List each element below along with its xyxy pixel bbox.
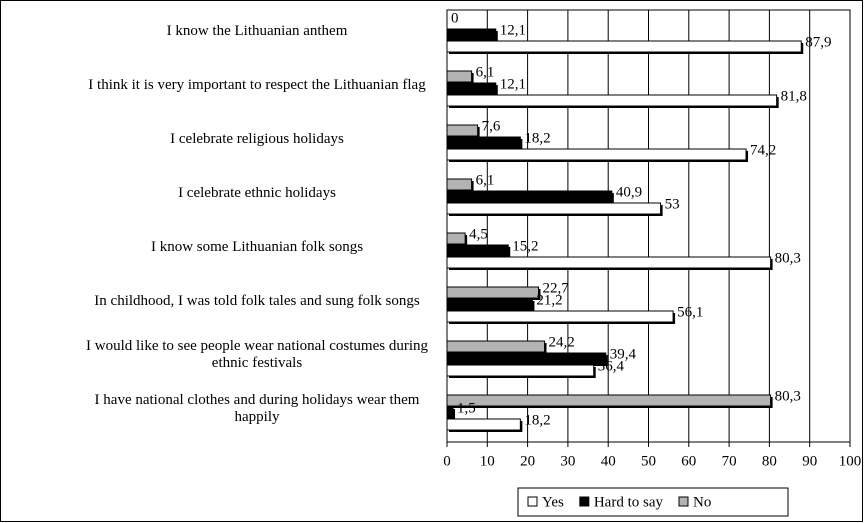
bar (446, 340, 546, 353)
bar (446, 232, 466, 245)
category-label: I think it is very important to respect … (88, 76, 426, 93)
x-tick-label: 40 (601, 453, 616, 469)
value-label: 18,2 (524, 130, 550, 146)
bar (446, 70, 473, 83)
bar (446, 244, 509, 257)
value-label: 18,2 (524, 412, 550, 428)
bar (446, 418, 521, 431)
value-label: 6,1 (476, 64, 495, 80)
bar (446, 124, 479, 137)
x-tick-label: 100 (839, 453, 862, 469)
x-tick-label: 10 (480, 453, 495, 469)
x-tick-label: 80 (762, 453, 777, 469)
value-label: 15,2 (512, 238, 538, 254)
bar (446, 82, 497, 95)
category-label: I know the Lithuanian anthem (166, 22, 348, 39)
bar (446, 406, 454, 419)
legend-swatch (678, 496, 689, 507)
x-tick-label: 90 (802, 453, 817, 469)
value-label: 4,5 (469, 226, 488, 242)
legend-label: Hard to say (594, 494, 664, 510)
value-label: 6,1 (476, 172, 495, 188)
value-label: 12,1 (500, 76, 526, 92)
value-label: 81,8 (781, 88, 807, 104)
value-label: 80,3 (775, 388, 801, 404)
bar (446, 364, 595, 377)
bar (446, 178, 473, 191)
category-label: I have national clothes and during holid… (94, 392, 420, 425)
value-label: 87,9 (805, 34, 831, 50)
bar (446, 40, 802, 53)
value-label: 80,3 (775, 250, 801, 266)
legend-label: Yes (542, 494, 564, 510)
bar (446, 202, 662, 215)
value-label: 39,4 (610, 346, 637, 362)
value-label: 21,2 (536, 292, 562, 308)
value-label: 53 (665, 196, 680, 212)
value-label: 7,6 (482, 118, 501, 134)
bar (446, 286, 539, 299)
bar (446, 94, 778, 107)
bar (446, 190, 613, 203)
value-label: 22,7 (542, 280, 569, 296)
bar (446, 148, 747, 161)
category-label: I know some Lithuanian folk songs (150, 238, 364, 255)
value-label: 24,2 (549, 334, 575, 350)
bar (446, 352, 607, 365)
x-tick-label: 60 (681, 453, 696, 469)
value-label: 0 (451, 10, 459, 26)
value-label: 12,1 (500, 22, 526, 38)
x-tick-label: 20 (520, 453, 535, 469)
legend-swatch (527, 496, 538, 507)
x-tick-label: 70 (722, 453, 737, 469)
category-label: In childhood, I was told folk tales and … (94, 292, 420, 309)
value-label: 1,5 (457, 400, 476, 416)
x-tick-label: 50 (641, 453, 656, 469)
value-label: 74,2 (750, 142, 776, 158)
category-label: I celebrate ethnic holidays (178, 184, 336, 201)
legend-label: No (693, 494, 711, 510)
category-label: I would like to see people wear national… (86, 338, 428, 371)
value-label: 56,1 (677, 304, 703, 320)
bar (446, 310, 674, 323)
bar (446, 394, 772, 407)
legend-swatch (579, 496, 590, 507)
bar (446, 256, 772, 269)
x-tick-label: 30 (560, 453, 575, 469)
plot-border (446, 9, 851, 443)
value-label: 40,9 (616, 184, 642, 200)
x-tick-label: 0 (443, 453, 451, 469)
legend-box (517, 487, 789, 517)
bar (446, 28, 497, 41)
bar (446, 298, 533, 311)
category-label: I celebrate religious holidays (170, 130, 344, 147)
value-label: 36,4 (598, 358, 625, 374)
bar (446, 136, 521, 149)
